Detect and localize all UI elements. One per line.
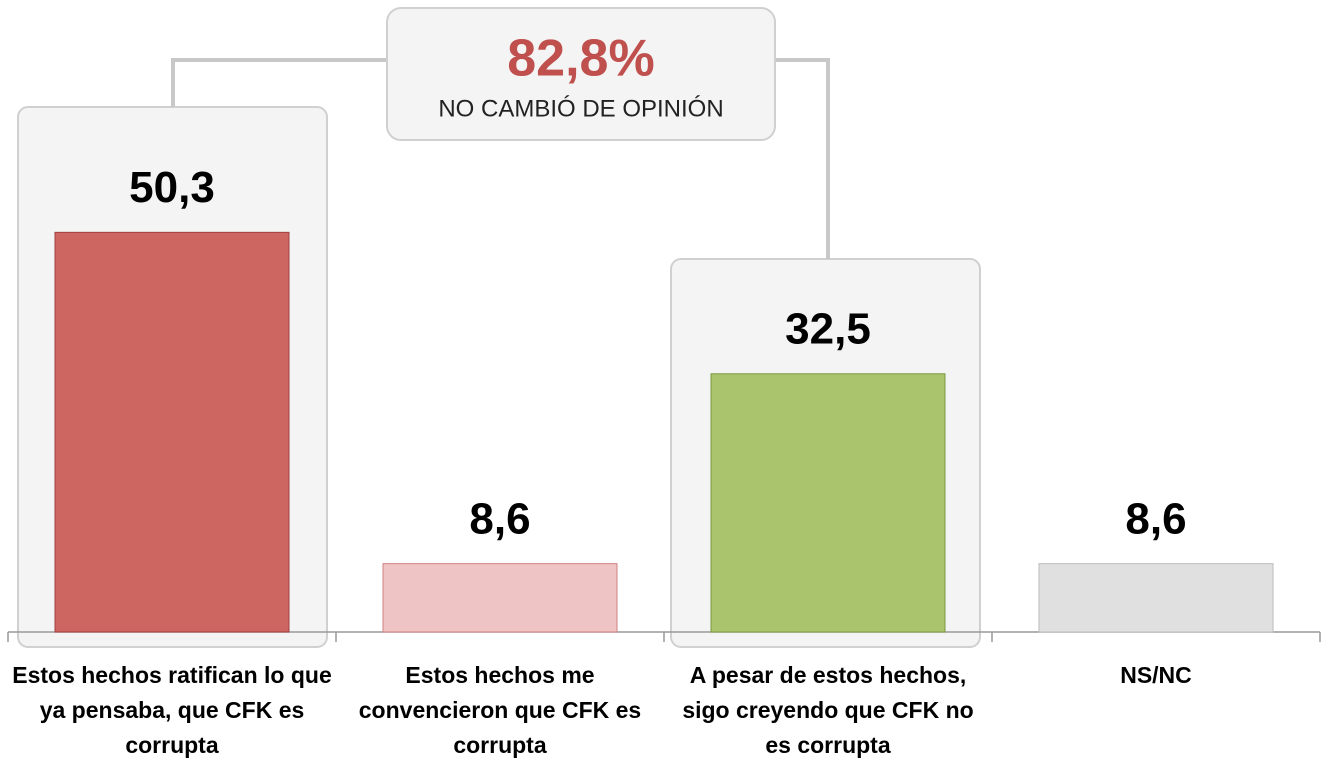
connector — [775, 58, 830, 259]
value-label: 8,6 — [1125, 494, 1186, 543]
value-label: 8,6 — [469, 494, 530, 543]
annotation-value: 82,8% — [507, 30, 654, 88]
annotation-text: NO CAMBIÓ DE OPINIÓN — [438, 95, 723, 122]
annotation-box — [386, 7, 776, 141]
bar — [382, 563, 618, 633]
value-label: 50,3 — [129, 163, 215, 212]
bar — [1038, 563, 1274, 633]
x-tick-label: Estos hechos me convencieron que CFK es … — [358, 662, 642, 758]
x-tick-label: NS/NC — [1120, 662, 1192, 688]
x-tick-label: Estos hechos ratifican lo que ya pensaba… — [12, 662, 332, 758]
connector — [171, 58, 387, 107]
bar — [54, 231, 290, 633]
bar — [710, 373, 946, 633]
value-label: 32,5 — [785, 304, 871, 353]
x-tick-label: A pesar de estos hechos, sigo creyendo q… — [682, 662, 974, 758]
